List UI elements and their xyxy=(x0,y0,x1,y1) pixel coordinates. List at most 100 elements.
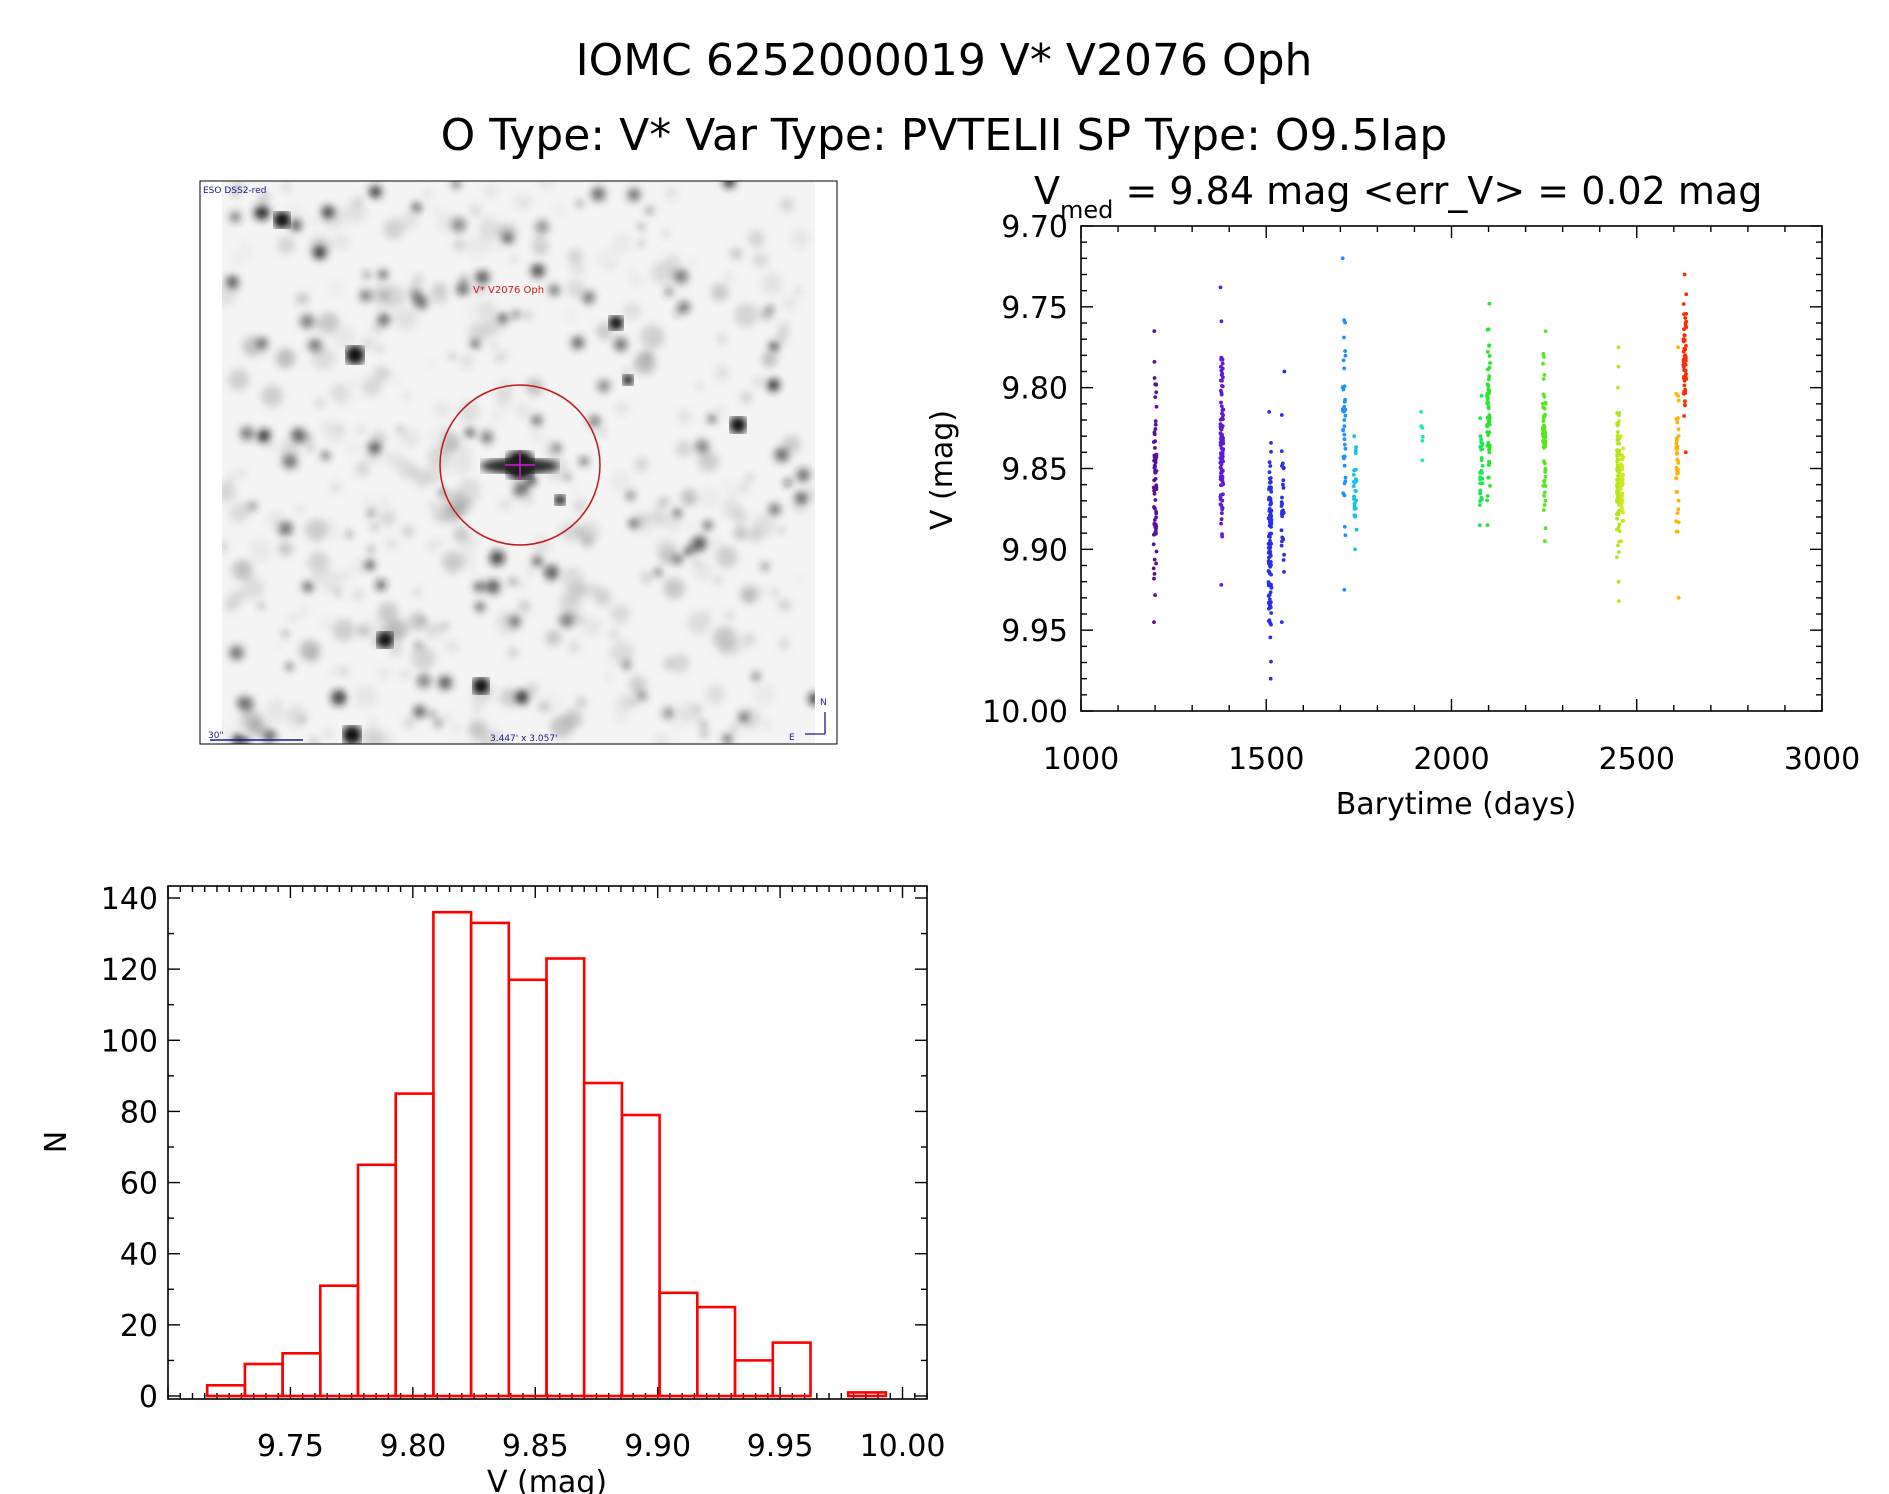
data-point xyxy=(1154,452,1159,457)
data-point xyxy=(1342,432,1347,437)
data-point xyxy=(1154,469,1159,473)
star xyxy=(700,720,706,727)
sky-blob xyxy=(300,364,307,371)
bright-star xyxy=(554,494,566,506)
sky-blob xyxy=(320,617,333,630)
sky-blob xyxy=(383,218,405,240)
object-label: V* V2076 Oph xyxy=(473,285,544,296)
star xyxy=(548,284,560,296)
sky-blob xyxy=(432,207,440,215)
sky-blob xyxy=(427,427,445,446)
sky-blob xyxy=(594,588,612,606)
sky-blob xyxy=(389,643,403,657)
data-point xyxy=(1153,477,1158,481)
sky-blob xyxy=(713,576,722,585)
histogram-x-tick-label: 9.90 xyxy=(624,1429,691,1464)
data-point xyxy=(1485,350,1490,354)
survey-label: ESO DSS2-red xyxy=(203,186,266,196)
sky-blob xyxy=(472,702,483,714)
data-point xyxy=(1479,458,1484,463)
sky-blob xyxy=(664,514,683,533)
sky-blob xyxy=(494,353,505,364)
histogram-x-tick-labels: 9.75 9.80 9.85 9.90 9.95 10.00 xyxy=(257,1429,945,1464)
histogram-bar xyxy=(243,1362,284,1398)
star xyxy=(768,503,781,516)
sky-blob xyxy=(478,217,501,240)
data-point xyxy=(1486,327,1491,332)
star xyxy=(675,311,681,316)
data-point xyxy=(1542,478,1547,483)
data-point xyxy=(1154,390,1159,395)
data-point xyxy=(1616,385,1620,390)
sky-blob xyxy=(371,285,391,306)
sky-blob xyxy=(795,287,803,295)
data-point xyxy=(1620,491,1625,496)
sky-blob xyxy=(314,321,322,329)
sky-blob xyxy=(433,401,451,419)
sky-blob xyxy=(778,526,785,534)
data-point xyxy=(1351,484,1356,489)
data-point xyxy=(1221,468,1225,473)
star xyxy=(532,555,543,567)
sky-blob xyxy=(353,589,364,601)
star xyxy=(571,336,585,350)
data-point xyxy=(1279,543,1284,548)
sky-blob xyxy=(307,551,329,573)
lightcurve-x-tick-label: 2000 xyxy=(1413,742,1489,777)
data-point xyxy=(1682,338,1687,343)
data-point xyxy=(1341,428,1345,432)
sky-blob xyxy=(687,522,696,531)
data-point xyxy=(1682,368,1687,373)
sky-blob xyxy=(380,497,388,505)
star xyxy=(701,730,707,736)
sky-blob xyxy=(275,348,296,369)
star xyxy=(231,733,244,744)
star xyxy=(708,414,716,423)
sky-blob xyxy=(295,292,309,306)
data-point xyxy=(1478,416,1482,420)
lightcurve-y-label: V (mag) xyxy=(925,410,960,530)
data-point xyxy=(1352,434,1357,439)
star xyxy=(588,415,601,428)
data-point xyxy=(1267,563,1272,568)
data-point xyxy=(1616,579,1621,584)
sky-blob xyxy=(481,728,504,744)
data-point xyxy=(1479,437,1483,442)
data-point xyxy=(1221,417,1225,422)
data-point xyxy=(1342,404,1347,409)
data-point xyxy=(1218,477,1223,482)
sky-blob xyxy=(603,657,611,665)
data-point xyxy=(1267,509,1272,513)
data-point xyxy=(1269,489,1274,494)
sky-blob xyxy=(459,353,475,370)
data-point xyxy=(1543,475,1548,479)
sky-blob xyxy=(525,378,544,396)
data-point xyxy=(1540,401,1545,406)
sky-blob xyxy=(495,379,514,398)
data-point xyxy=(1614,555,1619,560)
sky-blob xyxy=(437,633,446,642)
data-point xyxy=(1152,518,1157,522)
data-point xyxy=(1676,398,1681,403)
star xyxy=(429,711,436,718)
histogram-bar xyxy=(620,1113,661,1398)
sky-blob xyxy=(442,551,464,573)
sky-blob xyxy=(514,402,531,419)
lightcurve-y-tick-label: 9.90 xyxy=(1001,533,1068,568)
sky-blob xyxy=(456,478,481,503)
sky-blob xyxy=(569,486,581,499)
sky-blob xyxy=(423,467,442,486)
star xyxy=(513,311,520,318)
data-point xyxy=(1674,446,1679,451)
data-point xyxy=(1480,463,1485,468)
lightcurve-y-tick-label: 10.00 xyxy=(982,695,1068,730)
sky-blob xyxy=(223,597,239,613)
sky-blob xyxy=(344,200,367,223)
data-point xyxy=(1342,587,1347,592)
data-point xyxy=(1676,427,1681,432)
data-point xyxy=(1340,385,1345,390)
data-point xyxy=(1675,420,1680,425)
data-point xyxy=(1682,414,1686,418)
sky-blob xyxy=(281,182,292,192)
star xyxy=(639,241,644,246)
